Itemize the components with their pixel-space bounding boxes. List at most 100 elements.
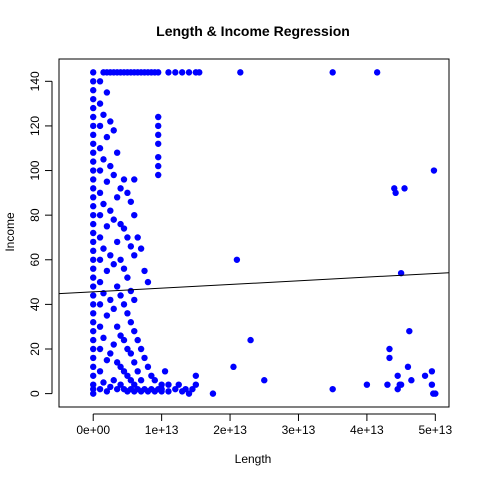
data-point	[96, 167, 104, 174]
data-point	[120, 368, 128, 375]
data-point	[428, 368, 436, 375]
data-point	[131, 252, 138, 259]
data-point	[96, 301, 104, 308]
data-point	[117, 185, 124, 192]
data-point	[155, 113, 162, 121]
data-point	[127, 243, 135, 250]
y-axis-label: Income	[3, 212, 17, 252]
x-axis-label: Length	[235, 452, 272, 466]
y-tick-label: 60	[28, 253, 42, 267]
data-point	[406, 327, 413, 335]
x-tick-label: 1e+13	[145, 423, 179, 437]
y-tick-label: 40	[28, 297, 42, 311]
data-points	[90, 69, 439, 397]
data-point	[175, 381, 182, 388]
data-point	[124, 345, 131, 353]
y-tick-label: 120	[28, 116, 42, 136]
data-point	[90, 363, 97, 371]
y-tick-label: 100	[28, 160, 42, 180]
data-point	[144, 278, 152, 286]
data-point	[110, 341, 117, 348]
data-point	[401, 185, 408, 192]
data-point	[96, 256, 104, 263]
data-point	[120, 225, 128, 232]
data-point	[165, 388, 172, 395]
x-tick-label: 4e+13	[350, 423, 384, 437]
data-point	[233, 256, 241, 263]
data-point	[397, 381, 405, 388]
y-tick-label: 140	[28, 71, 42, 91]
x-tick-label: 5e+13	[418, 423, 452, 437]
data-point	[90, 113, 97, 121]
y-tick-label: 20	[28, 342, 42, 356]
data-point	[392, 189, 399, 197]
data-point	[117, 292, 124, 299]
data-point	[209, 390, 217, 397]
data-point	[96, 385, 104, 393]
data-point	[155, 153, 162, 161]
data-point	[96, 345, 104, 353]
data-point	[408, 377, 415, 384]
data-point	[131, 359, 138, 366]
x-axis: 0e+00 1e+13 2e+13 3e+13 4e+13 5e+13	[76, 413, 452, 437]
data-point	[124, 234, 131, 241]
data-point	[113, 238, 121, 246]
data-point	[90, 211, 97, 219]
data-point	[90, 131, 97, 139]
data-point	[107, 383, 114, 391]
data-point	[165, 69, 172, 76]
data-point	[100, 111, 107, 118]
data-point	[96, 122, 104, 130]
data-point	[182, 385, 189, 393]
x-tick-label: 3e+13	[282, 423, 316, 437]
data-point	[90, 372, 97, 379]
data-point	[90, 87, 97, 94]
data-point	[172, 69, 179, 76]
data-point	[117, 256, 124, 263]
data-point	[90, 95, 97, 103]
data-point	[100, 245, 107, 252]
data-point	[90, 104, 97, 112]
data-point	[131, 211, 138, 219]
data-point	[96, 145, 104, 152]
data-point	[90, 256, 97, 263]
data-point	[90, 354, 97, 362]
data-point	[96, 100, 104, 107]
y-tick-label: 0	[28, 390, 42, 397]
data-point	[107, 207, 114, 214]
y-axis: 0 20 40 60 80 100 120 140	[28, 71, 53, 397]
data-point	[103, 223, 111, 230]
data-point	[155, 171, 162, 179]
data-point	[90, 292, 97, 299]
data-point	[134, 234, 141, 241]
data-point	[110, 127, 117, 134]
data-point	[230, 363, 237, 371]
data-point	[96, 368, 104, 375]
data-point	[113, 194, 121, 201]
data-point	[107, 118, 114, 125]
data-point	[90, 327, 97, 335]
data-point	[158, 381, 165, 388]
data-point	[124, 274, 131, 281]
data-point	[90, 185, 97, 192]
data-point	[96, 278, 104, 286]
data-point	[90, 158, 97, 165]
data-point	[90, 194, 97, 201]
data-point	[141, 267, 148, 275]
data-point	[113, 359, 121, 366]
data-point	[329, 69, 336, 76]
data-point	[90, 336, 97, 344]
data-point	[113, 283, 121, 290]
data-point	[155, 162, 162, 170]
data-point	[430, 167, 438, 174]
data-point	[137, 377, 145, 384]
data-point	[90, 247, 97, 255]
data-point	[394, 372, 401, 379]
data-point	[90, 381, 97, 388]
data-point	[96, 189, 104, 197]
data-point	[247, 336, 254, 344]
data-point	[103, 89, 111, 96]
chart-title: Length & Income Regression	[156, 23, 350, 39]
data-point	[110, 216, 117, 223]
